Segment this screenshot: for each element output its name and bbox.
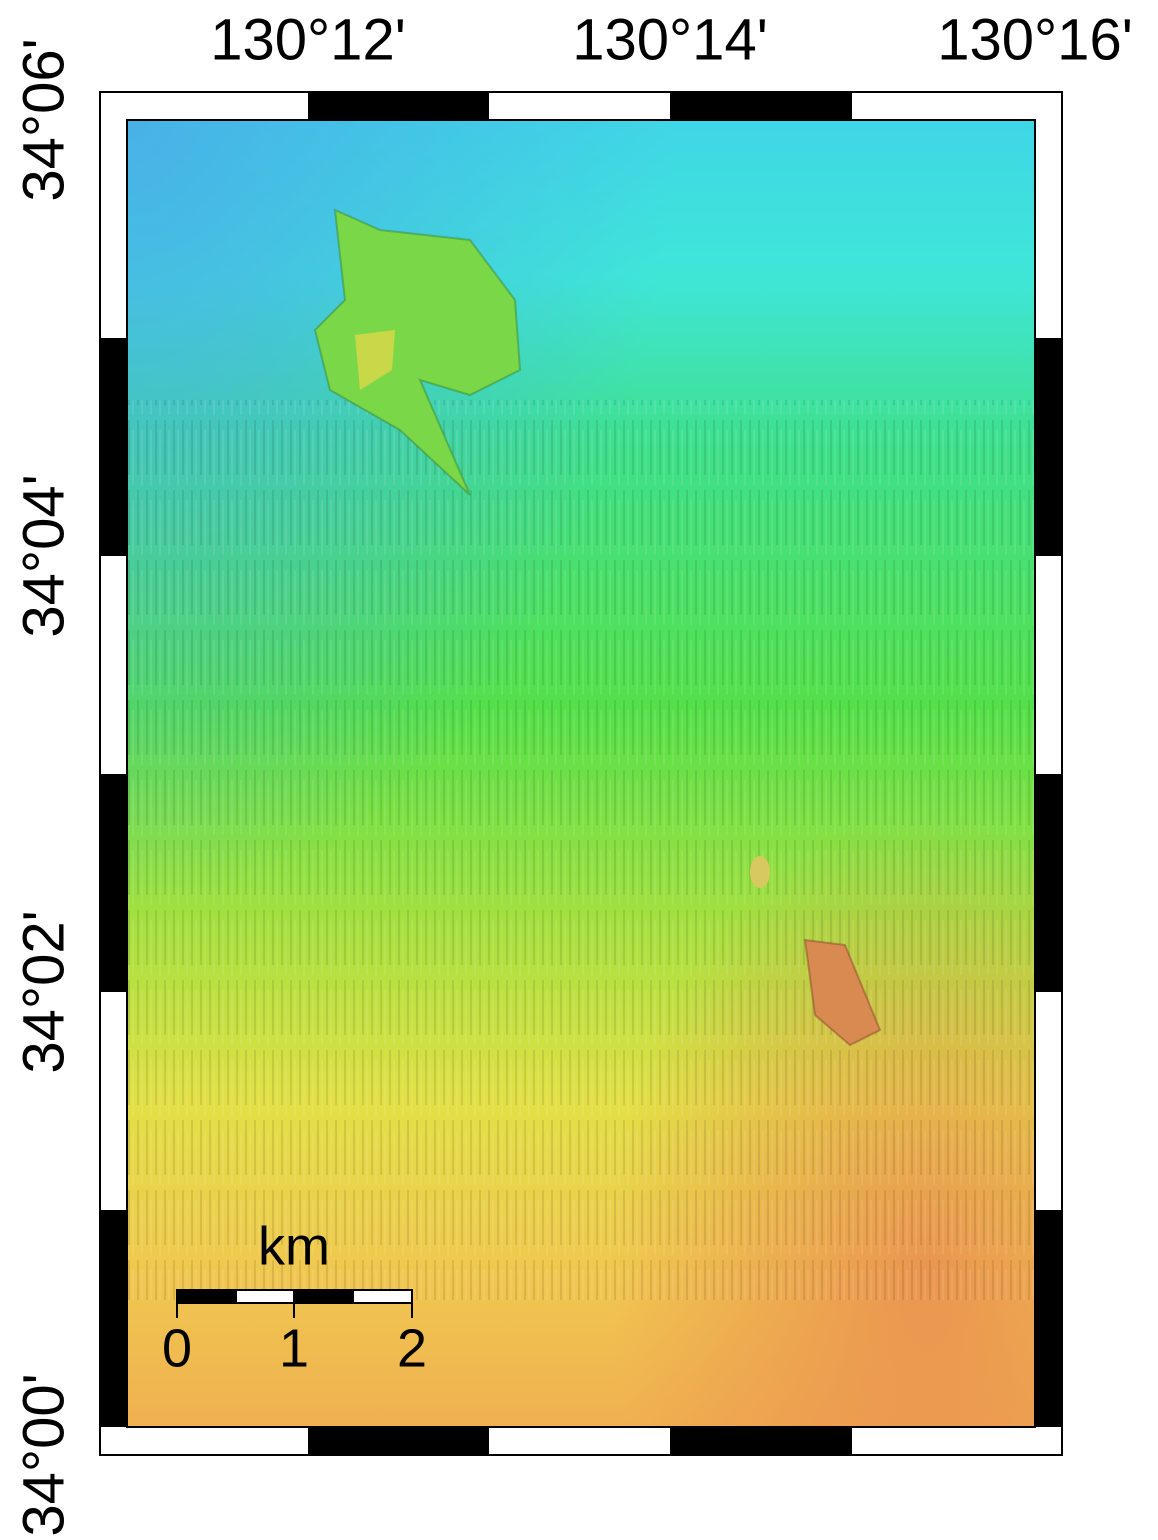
scale-segment <box>353 1290 412 1303</box>
scale-label: 1 <box>279 1318 309 1378</box>
frame-segment <box>101 338 127 556</box>
frame-segment <box>308 93 489 119</box>
scale-segment <box>294 1290 353 1303</box>
latitude-label: 34°06' <box>11 38 76 201</box>
scale-unit: km <box>258 1216 330 1276</box>
frame-segment <box>101 774 127 992</box>
latitude-label: 34°04' <box>11 474 76 637</box>
frame-segment <box>670 1428 852 1454</box>
frame-segment <box>1035 338 1061 556</box>
frame-segment <box>670 93 852 119</box>
scale-segment <box>177 1290 236 1303</box>
knoll <box>750 856 770 888</box>
survey-texture <box>127 400 1035 1300</box>
frame-segment <box>1035 774 1061 992</box>
scale-segment <box>236 1290 294 1303</box>
page: {"map": { "longitude_labels": ["130°12'"… <box>0 0 1158 1535</box>
longitude-label: 130°12' <box>210 7 406 72</box>
longitude-label: 130°16' <box>937 7 1133 72</box>
longitude-label: 130°14' <box>572 7 768 72</box>
latitude-label: 34°00' <box>11 1373 76 1535</box>
scale-label: 2 <box>397 1318 427 1378</box>
scale-label: 0 <box>162 1318 192 1378</box>
frame-segment <box>101 1210 127 1427</box>
map-figure: km 0 1 2 130°12' 130°14' 130°16' 34°06' … <box>0 0 1158 1535</box>
frame-segment <box>1035 1210 1061 1427</box>
frame-segment <box>308 1428 489 1454</box>
latitude-label: 34°02' <box>11 910 76 1073</box>
